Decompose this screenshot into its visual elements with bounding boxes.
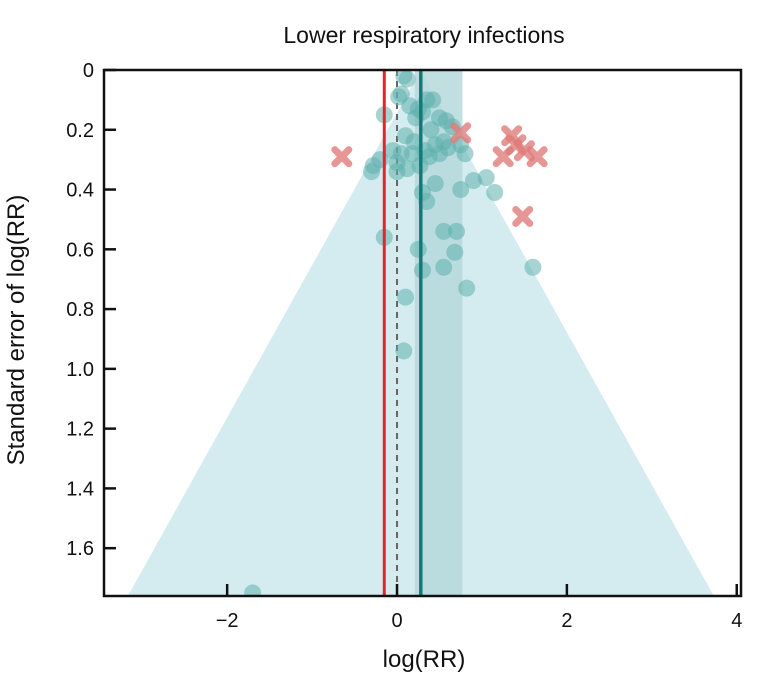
study-point [409,240,427,258]
outlier-point [492,146,514,168]
y-tick-label: 1.6 [66,538,94,560]
study-point [435,258,453,276]
study-point [435,222,453,240]
study-point [397,288,415,306]
y-tick-label: 0.6 [66,239,94,261]
study-point [486,184,504,202]
study-point [446,243,464,261]
outlier-point [512,205,534,227]
outlier-point [450,122,472,144]
study-point [426,175,444,193]
y-tick-label: 0 [83,60,94,82]
study-point [458,279,476,297]
y-tick-label: 0.2 [66,120,94,142]
study-point [456,145,474,163]
y-tick-label: 0.8 [66,299,94,321]
plot-area [127,70,714,596]
study-point [424,91,442,109]
study-point [398,70,416,88]
study-point [244,584,262,596]
y-axis-label: Standard error of log(RR) [3,195,30,466]
study-point [447,222,465,240]
study-point [388,163,406,181]
outlier-point [513,140,535,162]
study-point [363,163,381,181]
y-tick-label: 1.0 [66,359,94,381]
axes: 0 0.2 0.4 0.6 0.8 1.0 1.2 1.4 1.6 −2 0 2 4 [66,60,742,632]
outlier-point [526,146,548,168]
y-tick-label: 1.4 [66,478,94,500]
study-point [464,172,482,190]
study-point [524,258,542,276]
x-tick-label: −2 [216,610,239,632]
study-point [452,181,470,199]
study-point [477,169,495,187]
x-tick-label: 2 [561,610,572,632]
study-point [395,342,413,360]
y-tick-label: 0.4 [66,180,94,202]
outlier-point [331,146,353,168]
x-axis-label: log(RR) [383,646,466,673]
y-tick-label: 1.2 [66,419,94,441]
x-tick-label: 4 [731,610,742,632]
plot-frame [102,68,743,598]
x-tick-label: 0 [391,610,402,632]
study-point [422,121,440,139]
study-point [430,145,448,163]
chart-title: Lower respiratory infections [283,22,564,48]
